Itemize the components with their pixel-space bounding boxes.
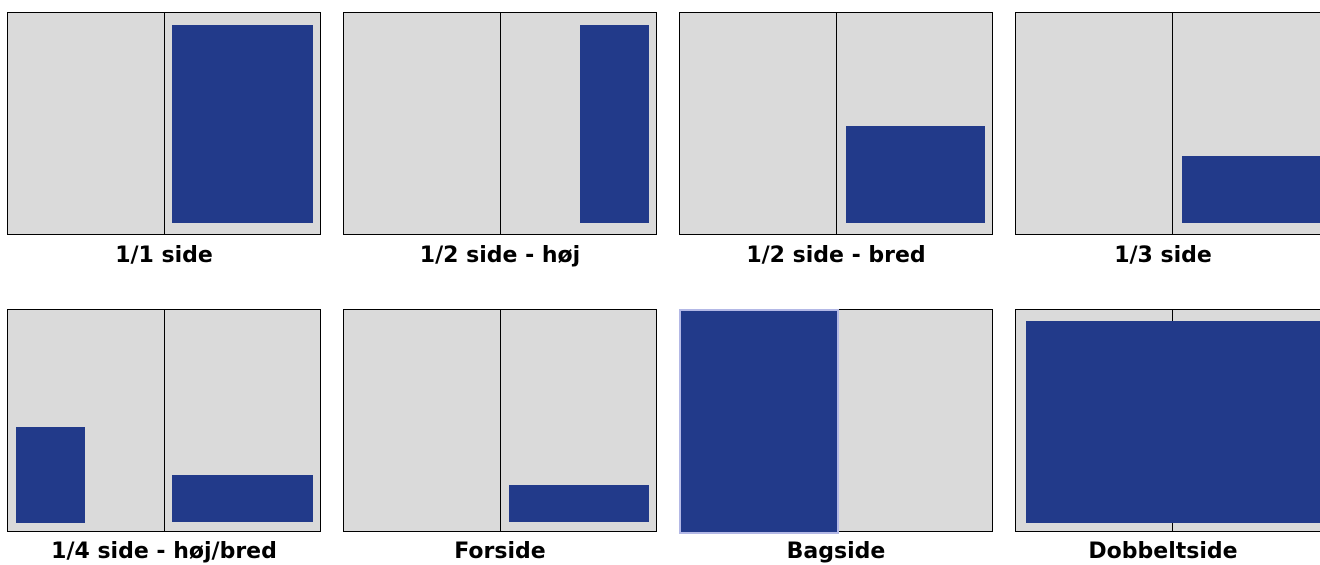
caption-half-page-tall: 1/2 side - høj: [419, 243, 581, 268]
ad-area-third-page: [1182, 156, 1320, 223]
caption-quarter-page: 1/4 side - høj/bred: [51, 539, 277, 564]
ad-area-double-page: [1026, 321, 1320, 523]
spine: [500, 13, 501, 234]
spread-half-page-wide: [679, 12, 993, 235]
ad-area-full-page: [172, 25, 313, 223]
spread-double-page: [1015, 309, 1320, 532]
caption-full-page: 1/1 side: [115, 243, 213, 268]
spine: [164, 13, 165, 234]
spine: [1172, 13, 1173, 234]
spread-quarter-page: [7, 309, 321, 532]
spine: [164, 310, 165, 531]
spine: [500, 310, 501, 531]
spine: [836, 13, 837, 234]
ad-area-half-page-wide: [846, 126, 985, 223]
caption-third-page: 1/3 side: [1114, 243, 1212, 268]
ad-area-half-page-tall: [580, 25, 649, 223]
spread-back-page: [679, 309, 993, 534]
ad-area-back-page: [679, 309, 839, 534]
caption-half-page-wide: 1/2 side - bred: [746, 243, 926, 268]
caption-back-page: Bagside: [786, 539, 886, 564]
spread-full-page: [7, 12, 321, 235]
ad-area-quarter-page-tall: [16, 427, 85, 523]
spread-third-page: [1015, 12, 1320, 235]
caption-front-page: Forside: [454, 539, 546, 564]
caption-double-page: Dobbeltside: [1088, 539, 1238, 564]
spread-half-page-tall: [343, 12, 657, 235]
spread-front-page: [343, 309, 657, 532]
ad-area-front-page: [509, 485, 649, 522]
ad-area-quarter-page-wide: [172, 475, 313, 522]
